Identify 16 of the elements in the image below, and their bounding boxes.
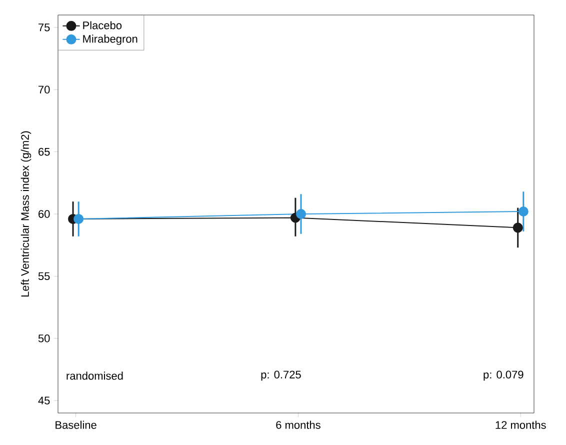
x-tick-label: Baseline [56, 420, 96, 429]
annotation: p: 0.725 [261, 370, 301, 381]
annotation: p: 0.079 [484, 370, 524, 381]
y-tick-label: 45 [38, 396, 50, 404]
legend-label: Mirabegron [83, 34, 138, 45]
y-tick-label: 50 [38, 334, 50, 342]
y-axis-title: Left Ventricular Mass index (g/m2) [20, 131, 32, 297]
legend-label: Placebo [83, 21, 122, 30]
y-tick-label: 65 [38, 148, 50, 156]
y-tick-label: 70 [38, 86, 50, 94]
x-tick-label: 6 months [276, 420, 320, 429]
x-tick-label: 12 months [496, 420, 546, 429]
y-tick-label: 60 [38, 210, 50, 218]
y-tick-label: 55 [38, 272, 50, 280]
annotation: randomised [66, 372, 123, 380]
y-tick-label: 75 [38, 24, 50, 32]
